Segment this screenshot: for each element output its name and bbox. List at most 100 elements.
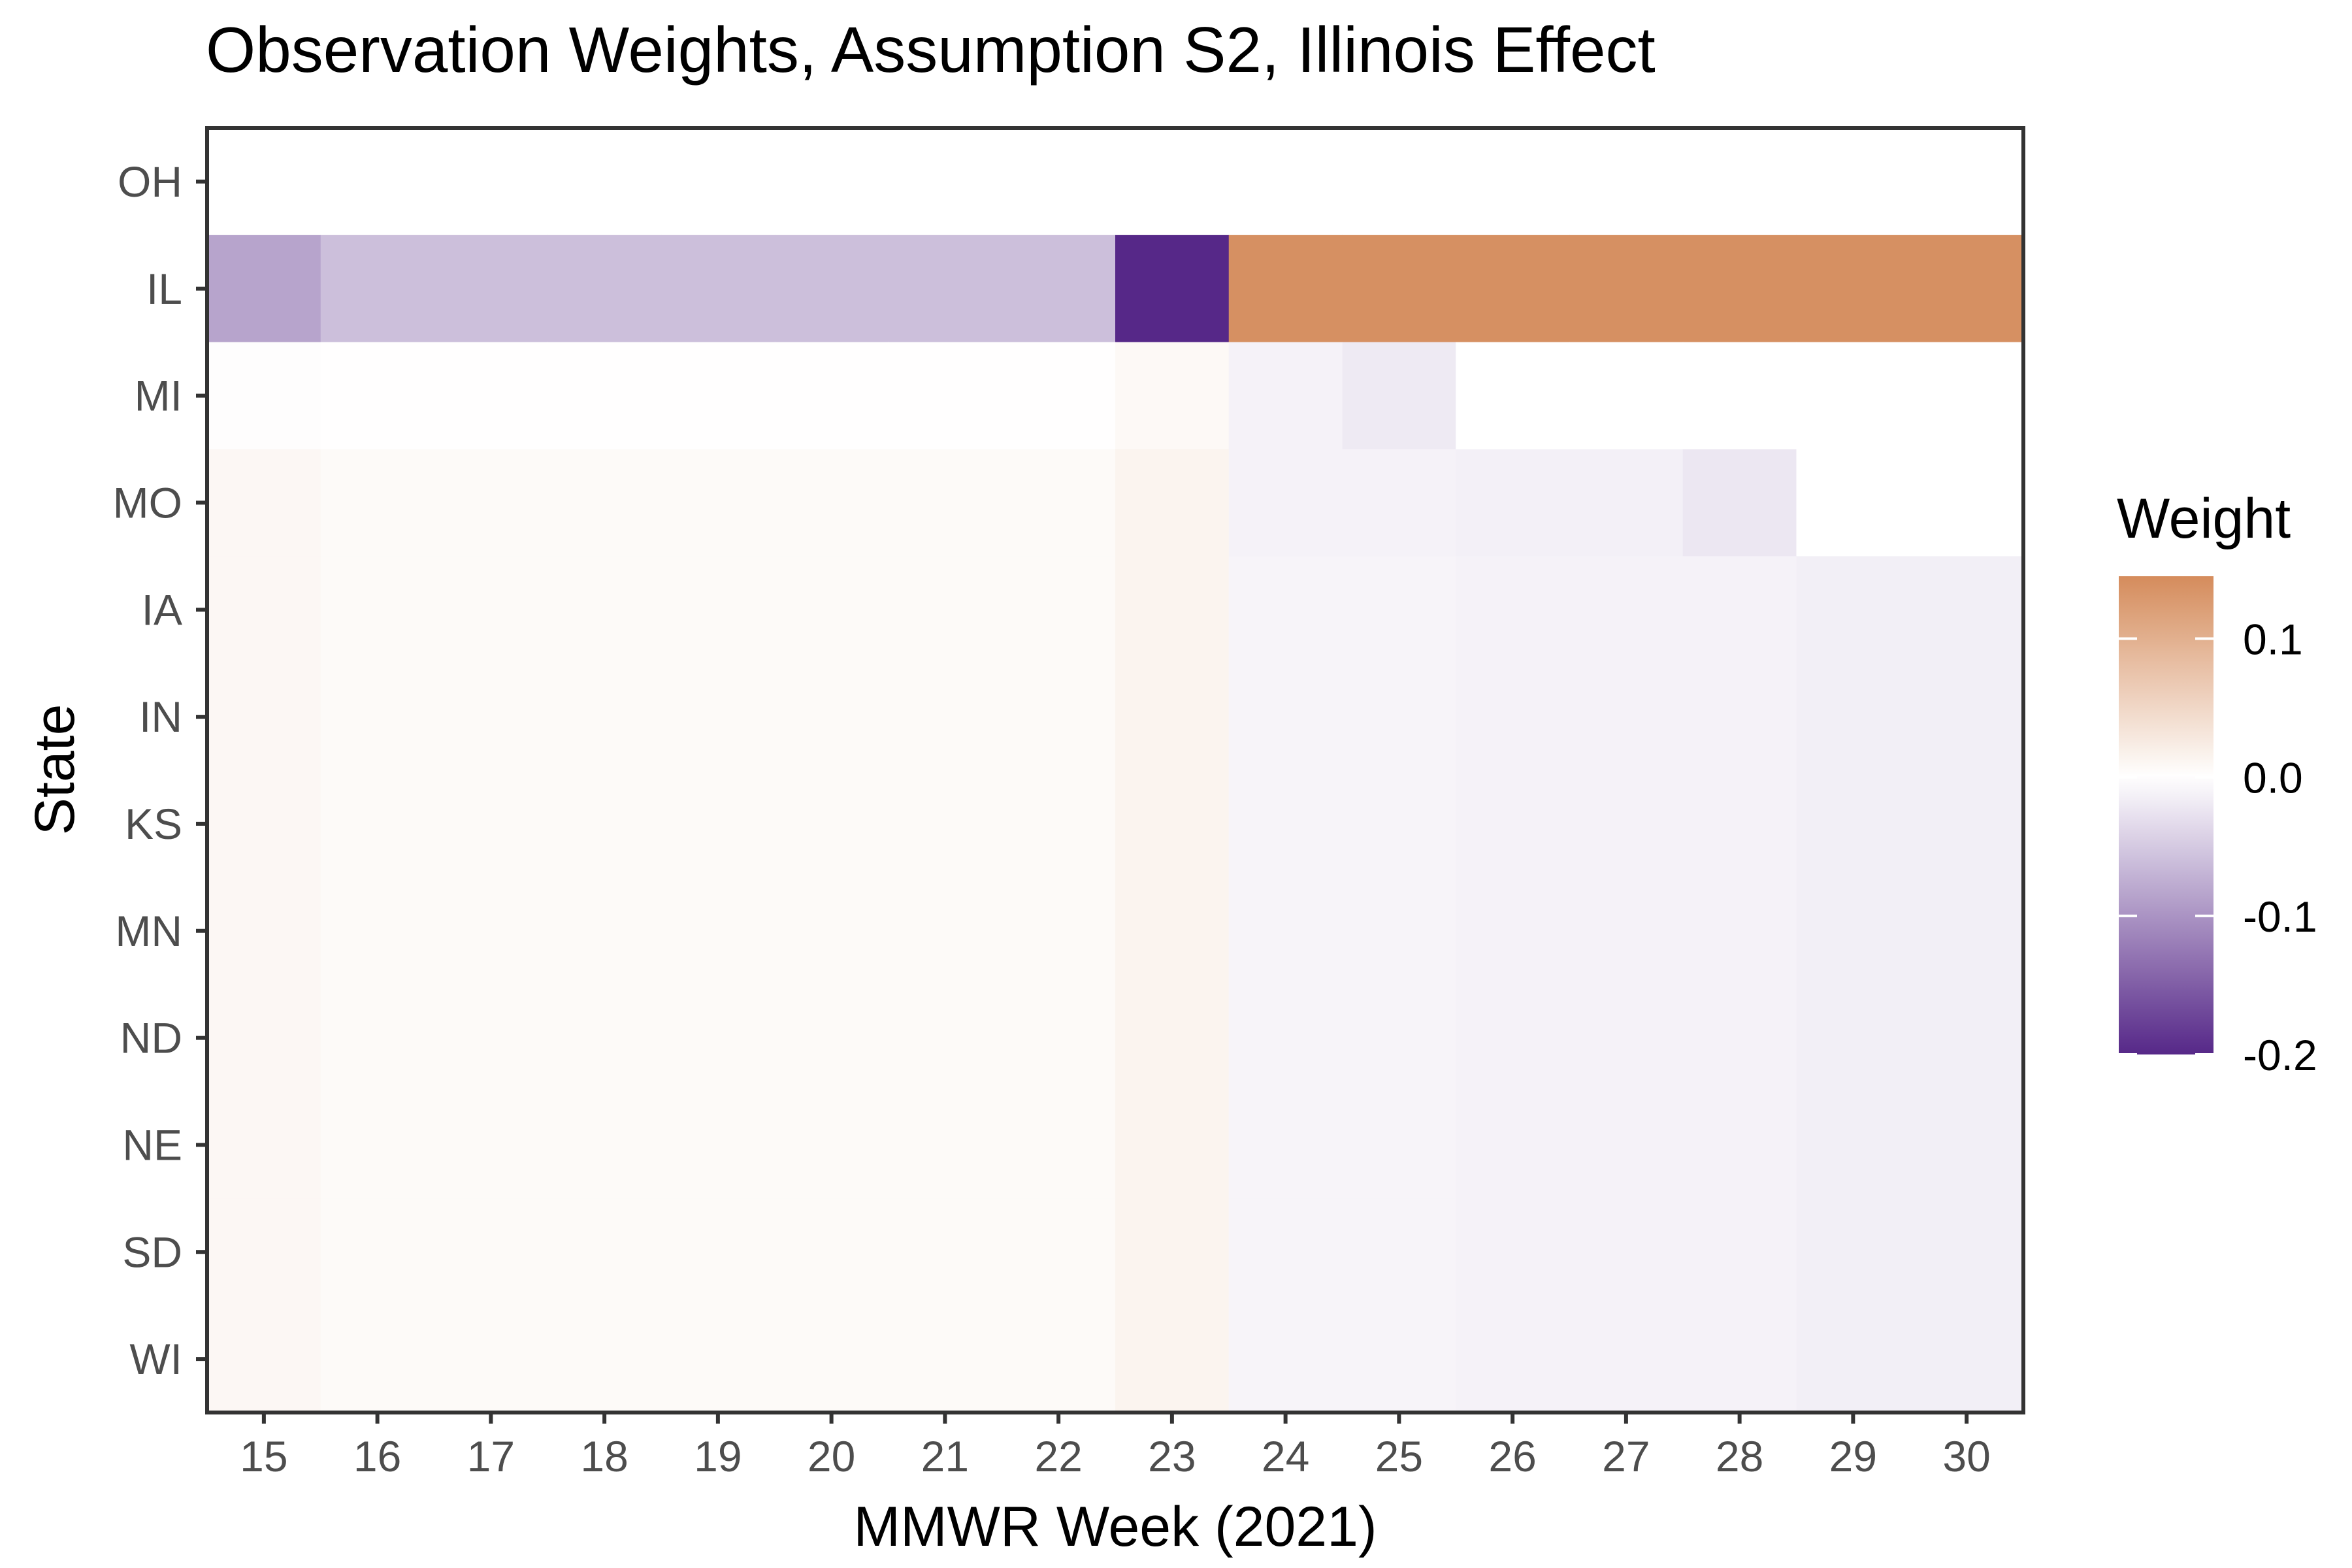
heatmap-cell [1002, 235, 1116, 343]
heatmap-cell [1682, 984, 1797, 1092]
heatmap-cell [774, 235, 889, 343]
heatmap-cell [774, 877, 889, 985]
heatmap-cell [888, 1198, 1002, 1306]
plot-panel-border [205, 126, 2025, 1414]
heatmap-cell [207, 342, 321, 450]
heatmap-cell [1342, 984, 1456, 1092]
heatmap-cell [1115, 877, 1230, 985]
heatmap-cell [1002, 449, 1116, 557]
heatmap-cell [1228, 1305, 1343, 1413]
heatmap-cell [1910, 556, 2024, 664]
heatmap-cell [1682, 877, 1797, 985]
heatmap-cell [1228, 449, 1343, 557]
heatmap-cell [547, 1305, 662, 1413]
chart-title: Observation Weights, Assumption S2, Illi… [206, 14, 1656, 86]
heatmap-cell [207, 1091, 321, 1199]
heatmap-cell [320, 449, 435, 557]
y-tick-label: MN [115, 907, 182, 955]
heatmap-cell [1682, 1198, 1797, 1306]
heatmap-cell [1682, 128, 1797, 236]
y-tick-label: IL [146, 265, 182, 313]
heatmap-cell [1115, 449, 1230, 557]
heatmap-cell [547, 770, 662, 878]
heatmap-cell [774, 663, 889, 771]
heatmap-cell [1456, 449, 1570, 557]
x-tick-label: 19 [694, 1432, 742, 1480]
heatmap-cell [547, 449, 662, 557]
heatmap-cell [434, 984, 548, 1092]
heatmap-cell [888, 663, 1002, 771]
heatmap-cell [1228, 556, 1343, 664]
x-tick-label: 26 [1488, 1432, 1536, 1480]
heatmap-cell [661, 877, 776, 985]
y-axis-label: State [24, 704, 86, 836]
x-tick-label: 30 [1942, 1432, 1990, 1480]
heatmap-cell [1342, 1198, 1456, 1306]
y-tick-label: SD [122, 1228, 182, 1276]
x-tick-label: 23 [1148, 1432, 1196, 1480]
heatmap-cell [1682, 1305, 1797, 1413]
x-tick-label: 16 [353, 1432, 401, 1480]
heatmap-cell [434, 877, 548, 985]
heatmap-cell [1342, 342, 1456, 450]
heatmap-cell [1115, 128, 1230, 236]
heatmap-cell [888, 449, 1002, 557]
heatmap-cell [661, 770, 776, 878]
heatmap-cell [1456, 1091, 1570, 1199]
heatmap-cell [434, 663, 548, 771]
heatmap-cell [1342, 235, 1456, 343]
heatmap-cell [774, 1091, 889, 1199]
heatmap-cell [774, 770, 889, 878]
heatmap-cell [434, 556, 548, 664]
heatmap-cell [1569, 1198, 1684, 1306]
x-tick-label: 25 [1375, 1432, 1423, 1480]
y-tick-label: MO [113, 478, 182, 527]
heatmap-cell [434, 342, 548, 450]
heatmap-cell [1910, 128, 2024, 236]
heatmap-cell [661, 342, 776, 450]
heatmap-cell [207, 128, 321, 236]
heatmap-cell [774, 984, 889, 1092]
heatmap-cell [1342, 770, 1456, 878]
heatmap-cell [547, 128, 662, 236]
heatmap-cell [320, 877, 435, 985]
heatmap-cell [1342, 556, 1456, 664]
heatmap-cell [1796, 984, 1910, 1092]
heatmap-cell [661, 1091, 776, 1199]
heatmap-cell [1569, 663, 1684, 771]
heatmap-cell [1796, 342, 1910, 450]
heatmap-cell [661, 235, 776, 343]
x-axis-label: MMWR Week (2021) [853, 1495, 1377, 1558]
heatmap-cell [888, 235, 1002, 343]
heatmap-cell [434, 449, 548, 557]
x-axis: 15 16 17 18 19 20 21 22 23 24 25 26 27 28 29 30 [240, 1413, 1991, 1480]
heatmap-cell [320, 1305, 435, 1413]
heatmap-cell [1115, 556, 1230, 664]
heatmap-cell [1002, 877, 1116, 985]
heatmap-cell [1002, 342, 1116, 450]
y-tick-label: IA [142, 585, 182, 634]
heatmap-cell [207, 984, 321, 1092]
heatmap-cell [1796, 235, 1910, 343]
heatmap-cells [207, 128, 2024, 1413]
heatmap-cell [207, 877, 321, 985]
heatmap-cell [1910, 877, 2024, 985]
x-tick-label: 27 [1602, 1432, 1650, 1480]
heatmap-cell [207, 770, 321, 878]
heatmap-cell [1002, 128, 1116, 236]
heatmap-cell [1456, 877, 1570, 985]
y-tick-label: IN [139, 693, 182, 741]
heatmap-cell [1456, 770, 1570, 878]
legend-tick-label: -0.1 [2243, 892, 2317, 941]
y-tick-label: KS [125, 800, 182, 848]
heatmap-cell [1569, 877, 1684, 985]
heatmap-cell [1228, 128, 1343, 236]
legend: Weight 0.1 0.0 -0.1 -0.2 [2117, 487, 2317, 1079]
heatmap-cell [1796, 1091, 1910, 1199]
heatmap-cell [1342, 663, 1456, 771]
heatmap-cell [1910, 1091, 2024, 1199]
y-tick-label: WI [129, 1335, 182, 1383]
heatmap-cell [1910, 663, 2024, 771]
heatmap-cell [1002, 770, 1116, 878]
